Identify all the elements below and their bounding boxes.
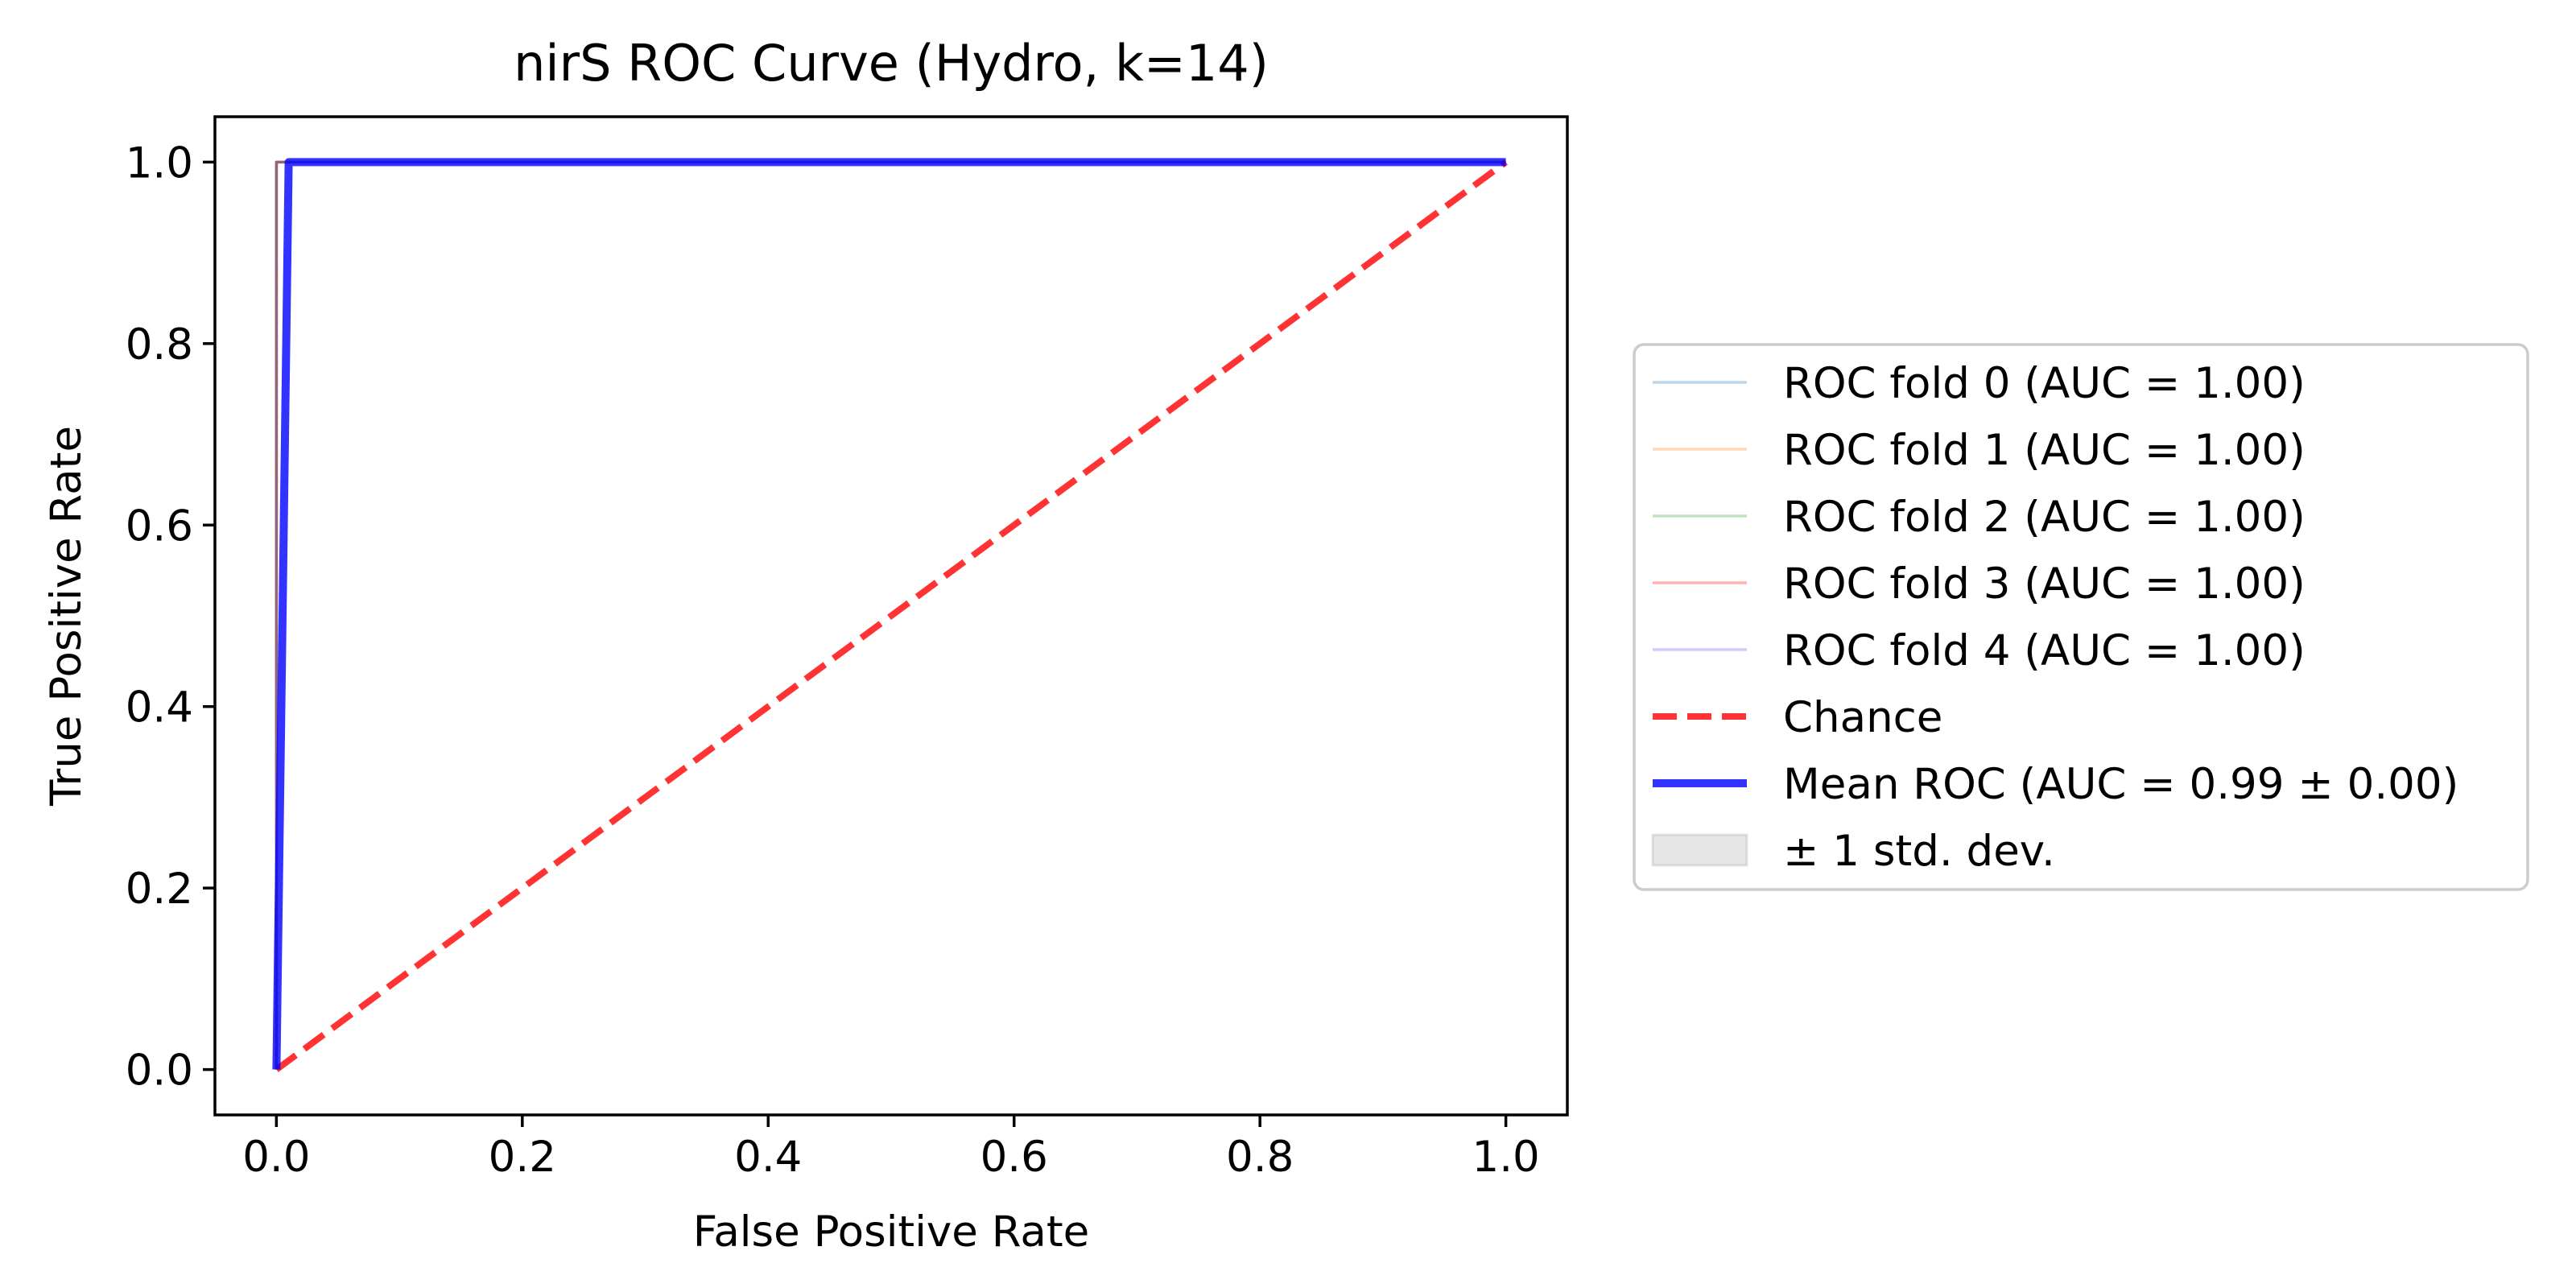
x-axis-label: False Positive Rate — [693, 1208, 1090, 1257]
y-tick-label: 0.2 — [126, 865, 193, 914]
y-tick-label: 0.8 — [126, 320, 193, 369]
legend-label-std-band: ± 1 std. dev. — [1783, 827, 2055, 876]
legend-label-4: ROC fold 4 (AUC = 1.00) — [1783, 626, 2306, 675]
x-tick-label: 0.0 — [242, 1133, 310, 1182]
legend-label-5: Chance — [1783, 693, 1942, 742]
legend-label-6: Mean ROC (AUC = 0.99 ± 0.00) — [1783, 760, 2458, 809]
x-axis-ticks: 0.0 0.2 0.4 0.6 0.8 1.0 — [242, 1115, 1540, 1182]
legend-swatch-std-band — [1651, 833, 1748, 867]
y-axis-ticks: 0.0 0.2 0.4 0.6 0.8 1.0 — [126, 138, 215, 1096]
legend-entries: ROC fold 0 (AUC = 1.00) ROC fold 1 (AUC =… — [1651, 359, 2458, 876]
x-tick-label: 0.6 — [980, 1133, 1048, 1182]
x-tick-label: 1.0 — [1472, 1133, 1539, 1182]
y-tick-label: 1.0 — [126, 138, 193, 188]
y-tick-label: 0.0 — [126, 1046, 193, 1096]
y-tick-label: 0.4 — [126, 683, 193, 733]
series-line-5 — [275, 159, 1508, 1072]
legend-label-3: ROC fold 3 (AUC = 1.00) — [1783, 559, 2306, 609]
legend-label-2: ROC fold 2 (AUC = 1.00) — [1783, 493, 2306, 542]
x-tick-label: 0.4 — [734, 1133, 802, 1182]
series-line-6 — [272, 158, 1506, 1070]
x-tick-label: 0.8 — [1226, 1133, 1294, 1182]
chart-title: nirS ROC Curve (Hydro, k=14) — [514, 34, 1269, 93]
legend-frame — [1633, 343, 2529, 891]
legend: ROC fold 0 (AUC = 1.00) ROC fold 1 (AUC =… — [1633, 343, 2529, 891]
plot-area — [272, 158, 1508, 1072]
x-tick-label: 0.2 — [489, 1133, 556, 1182]
legend-label-1: ROC fold 1 (AUC = 1.00) — [1783, 426, 2306, 475]
axes-frame — [213, 115, 1569, 1117]
y-axis-label: True Positive Rate — [42, 426, 91, 807]
y-tick-label: 0.6 — [126, 502, 193, 551]
legend-label-0: ROC fold 0 (AUC = 1.00) — [1783, 359, 2306, 408]
